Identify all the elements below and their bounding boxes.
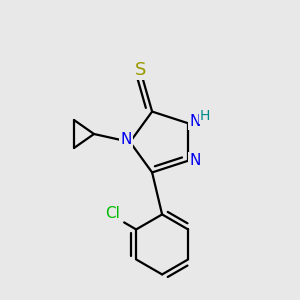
Text: N: N — [120, 131, 132, 146]
Text: N: N — [189, 114, 201, 129]
Text: S: S — [134, 61, 146, 79]
Text: N: N — [189, 153, 201, 168]
Text: H: H — [200, 109, 210, 123]
Text: Cl: Cl — [105, 206, 120, 221]
